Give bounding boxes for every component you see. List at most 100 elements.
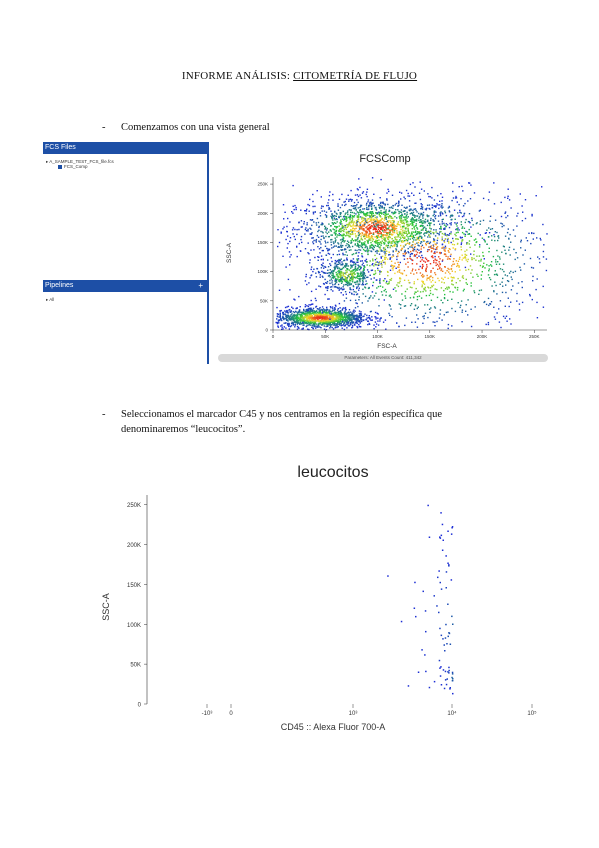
- event-dot: [367, 253, 369, 255]
- event-dot: [409, 208, 411, 210]
- event-dot: [516, 292, 518, 295]
- event-dot: [372, 281, 375, 284]
- event-dot: [353, 309, 355, 311]
- event-dot: [361, 275, 363, 277]
- event-dot: [430, 222, 432, 224]
- event-dot: [331, 316, 333, 318]
- event-dot: [361, 320, 363, 323]
- event-dot: [447, 250, 449, 252]
- event-dot: [388, 251, 390, 253]
- event-dot: [389, 294, 391, 296]
- event-dot: [349, 218, 351, 220]
- event-dot: [403, 226, 405, 228]
- event-dot: [414, 202, 416, 204]
- event-dot: [387, 236, 390, 239]
- event-dot: [280, 325, 282, 327]
- event-dot: [339, 279, 341, 281]
- event-dot: [317, 270, 320, 273]
- event-dot: [356, 225, 358, 227]
- event-dot: [329, 286, 332, 288]
- event-dot: [400, 216, 403, 218]
- event-dot: [399, 233, 402, 235]
- event-dot: [388, 209, 391, 211]
- tree-item[interactable]: ▸ A_SAMPLE_TEST_FCS_file.fcs: [46, 159, 114, 164]
- event-dot: [424, 654, 426, 656]
- event-dot: [376, 236, 378, 239]
- event-dot: [380, 317, 382, 319]
- event-dot: [345, 279, 348, 282]
- event-dot: [357, 244, 359, 246]
- event-dot: [350, 189, 352, 192]
- event-dot: [353, 221, 355, 223]
- event-dot: [442, 206, 444, 208]
- event-dot: [419, 221, 421, 223]
- event-dot: [512, 271, 514, 274]
- event-dot: [443, 314, 445, 316]
- event-dot: [358, 323, 360, 326]
- event-dot: [357, 264, 359, 266]
- event-dot: [287, 320, 289, 322]
- pipeline-item[interactable]: ▸ All: [46, 297, 55, 302]
- event-dot: [314, 205, 316, 208]
- event-dot: [311, 314, 313, 317]
- event-dot: [338, 250, 340, 252]
- tick-label: 150K: [127, 583, 141, 589]
- event-dot: [482, 197, 485, 200]
- event-dot: [364, 220, 367, 222]
- event-dot: [405, 218, 407, 221]
- event-dot: [325, 235, 327, 238]
- event-dot: [378, 264, 380, 266]
- event-dot: [402, 241, 405, 243]
- event-dot: [334, 314, 336, 317]
- tree-item[interactable]: FCS_Comp: [64, 164, 88, 169]
- event-dot: [542, 285, 544, 288]
- event-dot: [355, 293, 358, 296]
- event-dot: [370, 237, 372, 239]
- event-dot: [387, 215, 389, 218]
- event-dot: [423, 287, 425, 290]
- event-dot: [464, 233, 467, 236]
- add-pipeline-button[interactable]: +: [198, 281, 203, 290]
- event-dot: [409, 246, 411, 248]
- bullet-item: - Comenzamos con una vista general: [102, 121, 562, 135]
- event-dot: [310, 321, 312, 323]
- event-dot: [395, 238, 397, 241]
- event-dot: [349, 233, 351, 235]
- event-dot: [530, 242, 532, 245]
- event-dot: [444, 272, 447, 274]
- event-dot: [452, 692, 454, 695]
- event-dot: [343, 315, 346, 317]
- event-dot: [390, 244, 392, 247]
- event-dot: [426, 277, 428, 279]
- event-dot: [392, 267, 395, 269]
- event-dot: [367, 320, 370, 322]
- event-dot: [346, 246, 349, 249]
- event-dot: [499, 268, 502, 270]
- event-dot: [456, 201, 458, 203]
- event-dot: [354, 207, 356, 209]
- event-dot: [462, 275, 464, 277]
- event-dot: [391, 226, 394, 229]
- event-dot: [331, 247, 333, 249]
- event-dot: [342, 278, 344, 280]
- event-dot: [480, 289, 483, 291]
- event-dot: [327, 269, 329, 271]
- event-dot: [382, 259, 384, 262]
- event-dot: [370, 236, 372, 238]
- event-dot: [395, 209, 397, 211]
- event-dot: [338, 228, 341, 230]
- event-dot: [349, 287, 351, 289]
- event-dot: [370, 201, 372, 203]
- event-dot: [460, 223, 463, 226]
- tick-label: 200K: [257, 211, 268, 216]
- event-dot: [342, 288, 344, 291]
- event-dot: [351, 315, 353, 317]
- event-dot: [357, 245, 359, 247]
- event-dot: [331, 321, 333, 324]
- event-dot: [407, 230, 409, 232]
- event-dot: [433, 238, 435, 240]
- event-dot: [357, 258, 360, 260]
- event-dot: [290, 254, 292, 256]
- event-dot: [294, 204, 296, 207]
- event-dot: [396, 255, 398, 258]
